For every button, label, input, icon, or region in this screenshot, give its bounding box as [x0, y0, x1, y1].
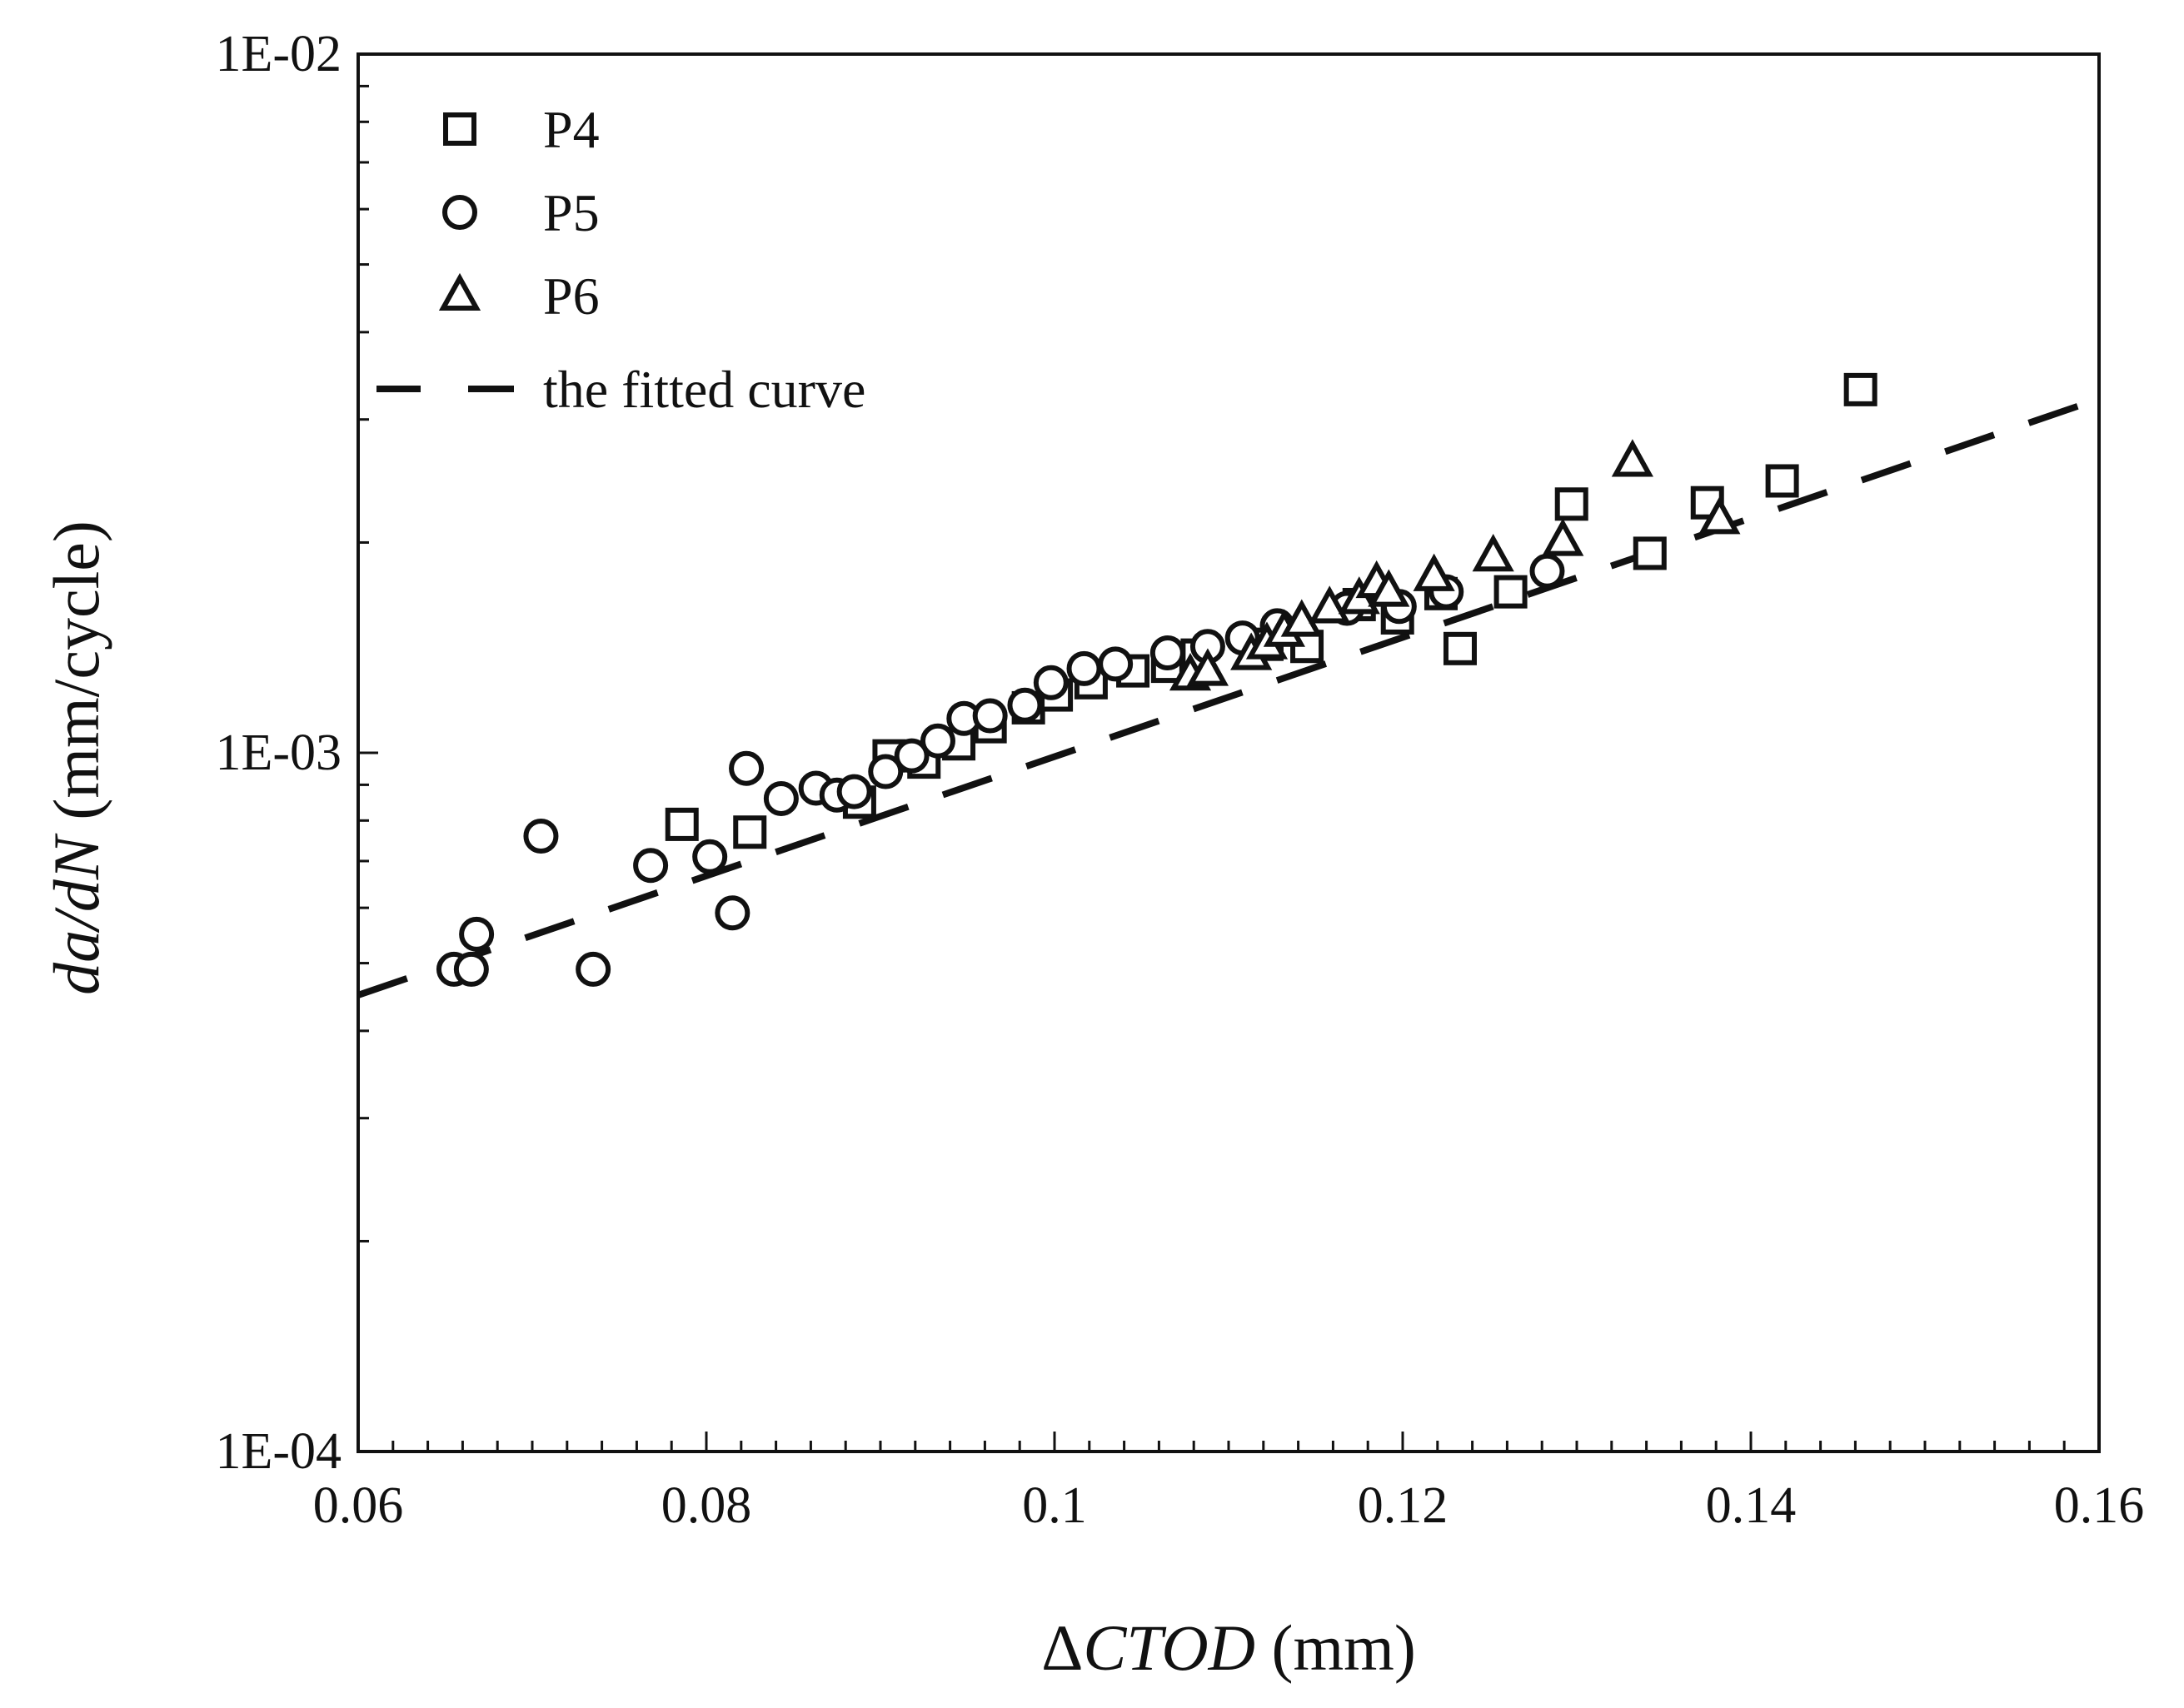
series-p5	[436, 553, 1565, 987]
point-p6	[1542, 518, 1584, 556]
point-p4	[1554, 487, 1588, 521]
point-p6	[1186, 648, 1229, 686]
x-tick-label: 0.12	[1358, 1477, 1449, 1534]
legend-label-p6: P6	[543, 266, 600, 326]
point-p5	[836, 774, 872, 809]
fitted-curve-line	[357, 396, 2101, 998]
point-p5	[576, 951, 611, 987]
point-p5	[715, 895, 750, 931]
legend-marker-p5	[442, 195, 477, 230]
y-axis-title-unit: (mm/cycle)	[40, 520, 112, 836]
point-p6	[1309, 585, 1351, 624]
point-p4	[1493, 575, 1528, 609]
point-p5	[453, 951, 489, 987]
point-p5	[868, 754, 904, 789]
point-p5	[763, 780, 799, 816]
point-p6	[1472, 534, 1514, 572]
y-tick-labels: 1E-02 1E-03 1E-04	[215, 26, 342, 1480]
point-p5	[459, 916, 495, 952]
x-tick-labels: 0.06 0.08 0.1 0.12 0.14 0.16	[313, 1477, 2145, 1534]
point-p4	[665, 807, 699, 841]
point-p5	[692, 839, 728, 874]
point-p5	[1033, 665, 1069, 700]
point-p4	[1443, 631, 1477, 665]
legend-marker-p4	[443, 112, 476, 146]
legend-item-p6: P6	[438, 266, 600, 326]
point-p6	[1413, 553, 1455, 591]
point-p5	[1066, 650, 1102, 686]
y-axis-title: da/dN (mm/cycle)	[40, 520, 112, 995]
y-tick-label: 1E-02	[215, 26, 342, 82]
x-axis-title-variable: CTOD	[1083, 1611, 1255, 1684]
legend-label-fitted-curve: the fitted curve	[543, 360, 865, 419]
point-p5	[972, 698, 1008, 734]
y-axis-title-variable: da/dN	[40, 833, 112, 995]
legend-label-p4: P4	[543, 100, 600, 159]
point-p4	[733, 815, 767, 849]
legend-marker-p6	[438, 272, 481, 311]
point-p6	[1611, 439, 1653, 477]
point-p5	[1529, 553, 1565, 589]
point-p5	[1007, 687, 1043, 723]
data-points	[436, 372, 1877, 987]
x-axis-title: ΔCTOD (mm)	[1041, 1611, 1416, 1684]
y-tick-label: 1E-03	[215, 725, 342, 781]
y-tick-label: 1E-04	[215, 1423, 342, 1480]
point-p4	[1843, 372, 1877, 406]
fitted-curve-layer	[357, 396, 2101, 998]
legend-item-p4: P4	[443, 100, 600, 159]
plot-area-frame	[357, 52, 2101, 1453]
x-tick-label: 0.08	[661, 1477, 752, 1534]
x-axis-title-unit: (mm)	[1255, 1611, 1416, 1684]
point-p5	[1098, 646, 1134, 682]
point-p5	[523, 818, 559, 854]
point-p5	[729, 750, 765, 786]
point-p4	[1765, 464, 1799, 498]
x-tick-label: 0.1	[1022, 1477, 1087, 1534]
point-p5	[920, 723, 955, 759]
legend-item-p5: P5	[442, 183, 600, 242]
point-p4	[1633, 536, 1667, 570]
axis-ticks	[357, 52, 2101, 1453]
legend-label-p5: P5	[543, 183, 600, 242]
point-p5	[1149, 635, 1185, 671]
point-p6	[1698, 496, 1741, 535]
point-p6	[1280, 599, 1323, 637]
point-p6	[1368, 569, 1410, 607]
point-p5	[633, 848, 669, 884]
series-p6	[1169, 439, 1741, 691]
legend: P4 P5 P6 the fitted curve	[376, 100, 865, 419]
x-axis-title-delta: Δ	[1041, 1611, 1083, 1684]
x-tick-label: 0.16	[2054, 1477, 2145, 1534]
x-tick-label: 0.14	[1706, 1477, 1797, 1534]
legend-item-fitted-curve: the fitted curve	[376, 360, 865, 419]
x-tick-label: 0.06	[313, 1477, 404, 1534]
point-p5	[894, 738, 930, 774]
